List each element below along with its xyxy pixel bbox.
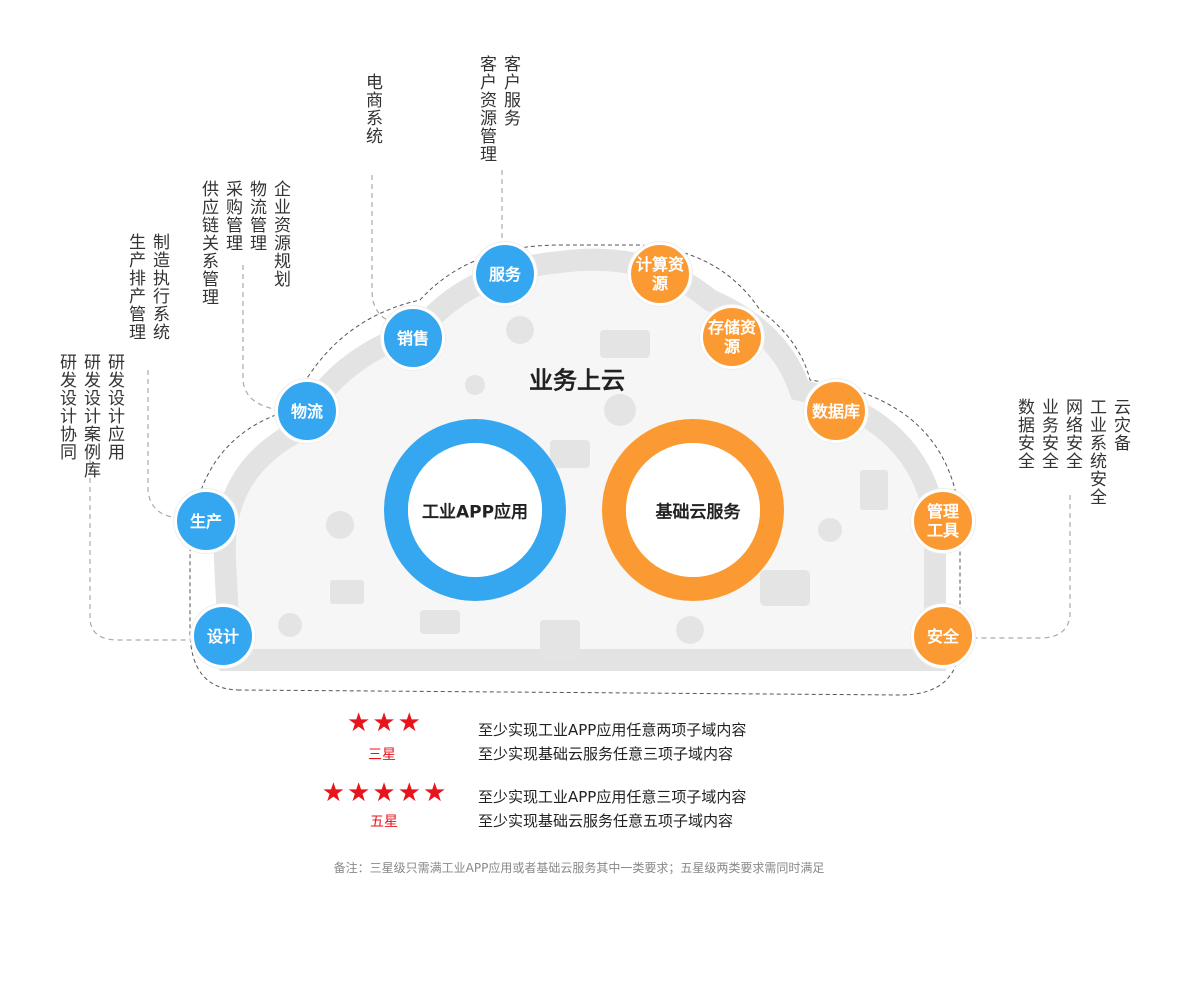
subitem: 客户服务 [500, 55, 520, 127]
subitem: 研发设计协同 [56, 353, 76, 461]
subitem: 业务安全 [1038, 398, 1058, 470]
five-star-rating: ★★★★★ [322, 778, 449, 808]
subitem: 研发设计案例库 [80, 353, 100, 479]
subitem: 生产排产管理 [125, 233, 145, 341]
requirement: 至少实现基础云服务任意五项子域内容 [478, 812, 734, 830]
subitem: 企业资源规划 [270, 180, 290, 288]
node-security: 安全 [911, 604, 975, 668]
three-star-rating: ★★★ [347, 708, 423, 738]
star-icon: ★ [372, 708, 398, 738]
star-icon: ★ [397, 708, 423, 738]
subitem: 数据安全 [1014, 398, 1034, 470]
app-ring [384, 419, 566, 601]
subitem: 网络安全 [1062, 398, 1082, 470]
app-ring-label: 工业APP应用 [421, 502, 529, 523]
node-mgmt-tools: 管理工具 [911, 489, 975, 553]
star-icon: ★ [347, 708, 373, 738]
subitem: 采购管理 [222, 180, 242, 252]
subitem: 客户资源管理 [476, 55, 496, 163]
node-design: 设计 [191, 604, 255, 668]
node-database: 数据库 [804, 379, 868, 443]
node-service: 服务 [473, 242, 537, 306]
subitem: 云灾备 [1110, 398, 1130, 452]
node-sales: 销售 [381, 306, 445, 370]
subitem: 工业系统安全 [1086, 398, 1106, 506]
node-production: 生产 [174, 489, 238, 553]
node-compute: 计算资源 [628, 242, 692, 306]
requirement: 至少实现工业APP应用任意三项子域内容 [478, 788, 747, 806]
subitem: 物流管理 [246, 180, 266, 252]
star-icon: ★ [347, 778, 373, 808]
page-title: 业务上云 [529, 366, 625, 395]
subitem: 供应链关系管理 [198, 180, 218, 306]
cloud-outline [189, 244, 961, 696]
node-storage: 存储资源 [700, 305, 764, 369]
star-icon: ★ [397, 778, 423, 808]
connector-lines [89, 170, 1071, 641]
star-icon: ★ [321, 778, 348, 808]
requirement: 至少实现工业APP应用任意两项子域内容 [478, 721, 747, 739]
star-icon: ★ [372, 778, 398, 808]
footnote: 备注：三星级只需满工业APP应用或者基础云服务其中一类要求；五星级两类要求需同时… [333, 861, 825, 875]
level-name: 三星 [368, 747, 396, 763]
node-logistics: 物流 [275, 379, 339, 443]
subitem: 电商系统 [362, 73, 382, 145]
base-ring [602, 419, 784, 601]
requirement: 至少实现基础云服务任意三项子域内容 [478, 745, 734, 763]
star-icon: ★ [422, 778, 449, 808]
background-icons [278, 316, 888, 660]
subitem: 制造执行系统 [149, 233, 169, 341]
subitem: 研发设计应用 [104, 353, 124, 461]
level-name: 五星 [370, 814, 398, 830]
base-ring-label: 基础云服务 [655, 502, 741, 523]
